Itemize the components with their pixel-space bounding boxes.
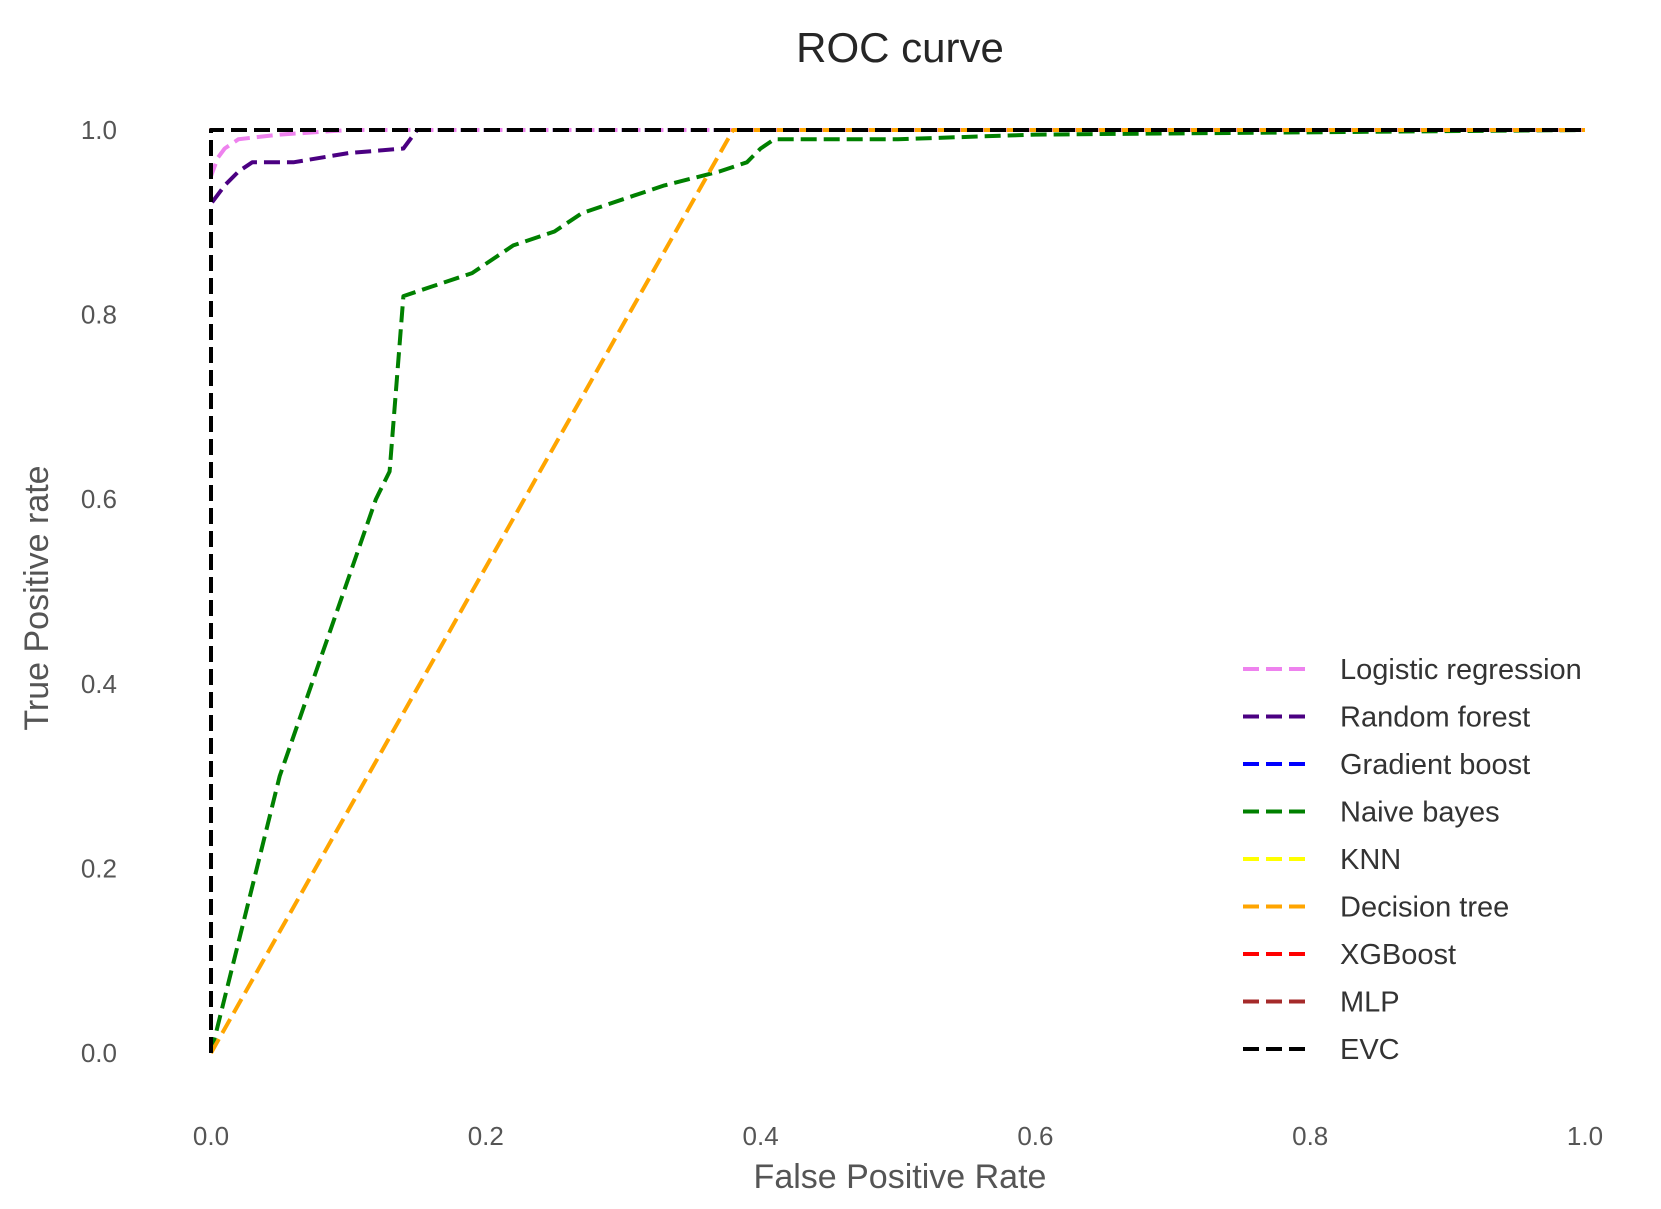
- x-axis-label: False Positive Rate: [754, 1158, 1047, 1196]
- series-line-evc: [209, 128, 1585, 1053]
- legend-label-naive-bayes: Naive bayes: [1340, 797, 1500, 829]
- x-axis-ticks: 0.0 0.2 0.4 0.6 0.8 1.0: [193, 1121, 1603, 1151]
- legend-label-gradient-boost: Gradient boost: [1340, 749, 1530, 781]
- legend-label-decision-tree: Decision tree: [1340, 892, 1509, 924]
- y-tick-label: 0.0: [81, 1038, 117, 1068]
- legend-label-random-forest: Random forest: [1340, 702, 1530, 734]
- y-tick-label: 0.2: [81, 853, 117, 883]
- series-layer: [209, 128, 1586, 1054]
- y-axis-ticks: 0.0 0.2 0.4 0.6 0.8 1.0: [81, 115, 117, 1068]
- x-tick-label: 0.4: [743, 1121, 779, 1151]
- y-tick-label: 1.0: [81, 115, 117, 145]
- chart-title: ROC curve: [796, 24, 1004, 71]
- legend-label-mlp: MLP: [1340, 987, 1400, 1019]
- y-tick-label: 0.8: [81, 300, 117, 330]
- series-line-random-forest: [209, 128, 1585, 1053]
- legend-label-xgboost: XGBoost: [1340, 939, 1456, 971]
- x-tick-label: 0.0: [193, 1121, 229, 1151]
- series-line-decision-tree: [209, 128, 1585, 1054]
- legend-label-knn: KNN: [1340, 844, 1401, 876]
- legend: Logistic regression Random forest Gradient…: [1243, 654, 1582, 1066]
- y-tick-label: 0.4: [81, 669, 117, 699]
- x-tick-label: 1.0: [1567, 1121, 1603, 1151]
- x-tick-label: 0.6: [1017, 1121, 1053, 1151]
- x-tick-label: 0.2: [468, 1121, 504, 1151]
- x-tick-label: 0.8: [1292, 1121, 1328, 1151]
- y-axis-label: True Positive rate: [18, 465, 56, 730]
- legend-label-evc: EVC: [1340, 1034, 1400, 1066]
- legend-label-logistic-regression: Logistic regression: [1340, 654, 1582, 686]
- y-tick-label: 0.6: [81, 484, 117, 514]
